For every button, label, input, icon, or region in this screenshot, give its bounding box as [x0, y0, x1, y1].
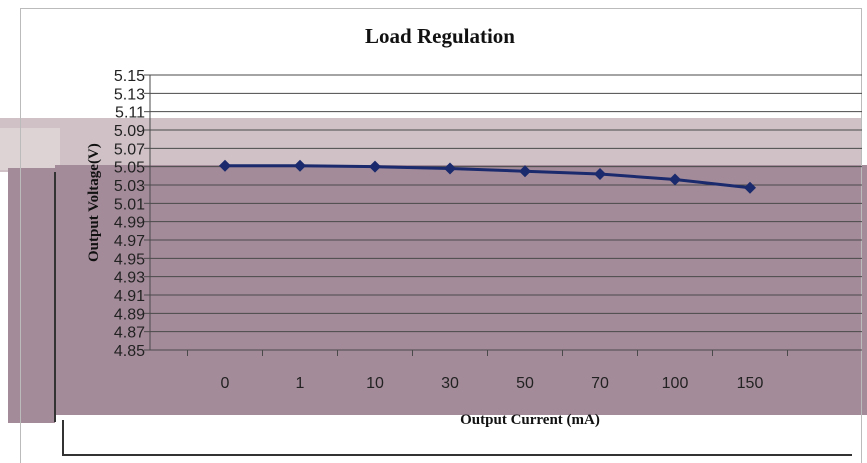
- outer-frame-top: [20, 8, 862, 9]
- outer-frame-right: [861, 8, 862, 463]
- x-tick-label: 150: [737, 375, 764, 392]
- overlay-left-column: [8, 168, 55, 423]
- y-tick-label: 4.89: [114, 306, 145, 323]
- inner-frame-bottom: [62, 454, 852, 456]
- y-tick-label: 4.95: [114, 251, 145, 268]
- y-tick-label: 4.99: [114, 215, 145, 232]
- x-tick-label: 50: [516, 375, 534, 392]
- y-tick-label: 4.97: [114, 233, 145, 250]
- y-tick-label: 5.13: [114, 86, 145, 103]
- data-point: [219, 159, 231, 172]
- chart-title: Load Regulation: [365, 24, 515, 48]
- x-tick-label: 10: [366, 375, 384, 392]
- y-tick-label: 5.05: [114, 160, 145, 177]
- x-tick-label: 30: [441, 375, 459, 392]
- overlay-band: [0, 118, 862, 172]
- x-axis-label: Output Current (mA): [460, 412, 600, 428]
- data-point: [294, 159, 306, 172]
- inner-frame-left: [54, 172, 56, 422]
- y-tick-label: 4.93: [114, 270, 145, 287]
- data-point: [594, 168, 606, 180]
- y-tick-label: 4.91: [114, 288, 145, 305]
- y-axis-label: Output Voltage(V): [86, 143, 102, 262]
- series-line: [225, 164, 751, 190]
- y-tick-label: 5.15: [114, 68, 145, 85]
- y-tick-label: 5.09: [114, 123, 145, 140]
- overlay-band-left: [0, 128, 60, 170]
- data-point: [744, 181, 756, 194]
- x-tick-label: 0: [221, 375, 230, 392]
- y-tick-label: 5.01: [114, 196, 145, 213]
- x-tick-label: 100: [662, 375, 689, 392]
- y-tick-label: 5.07: [114, 141, 145, 158]
- x-tick-label: 1: [296, 375, 305, 392]
- data-point: [444, 162, 456, 175]
- data-point: [369, 160, 381, 173]
- inner-frame-left-2: [62, 420, 64, 456]
- outer-frame-left: [20, 8, 21, 463]
- x-tick-label: 70: [591, 375, 609, 392]
- overlay-main: [55, 165, 867, 415]
- y-tick-label: 4.85: [114, 343, 145, 360]
- y-tick-label: 4.87: [114, 325, 145, 342]
- data-point: [669, 173, 681, 186]
- y-tick-label: 5.11: [115, 105, 145, 122]
- data-point: [519, 165, 531, 178]
- y-tick-label: 5.03: [114, 178, 145, 195]
